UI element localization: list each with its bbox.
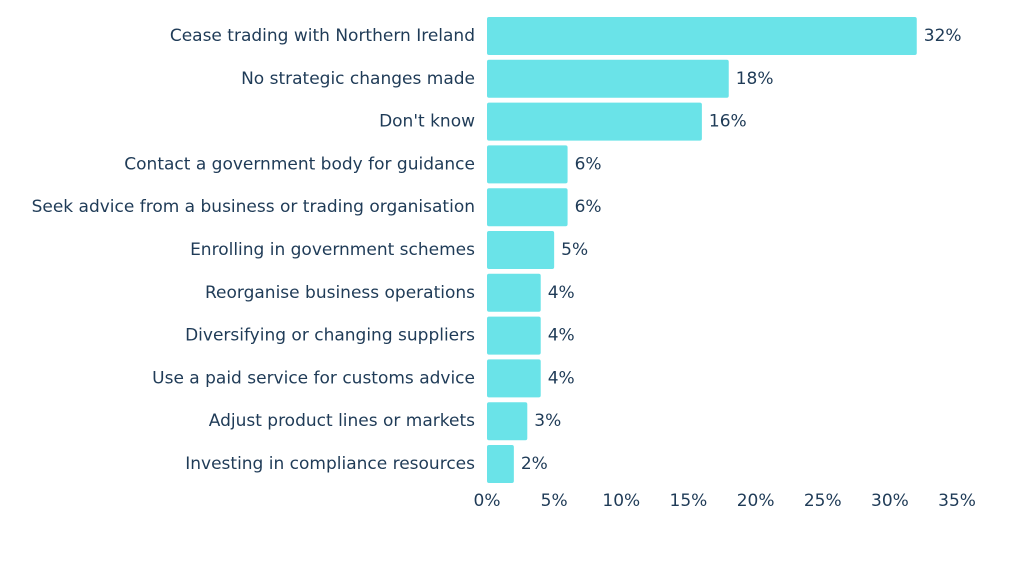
bar-seek-advice-from-a-business-or-trading-organisation: [487, 188, 568, 227]
value-label-contact-a-government-body-for-guidance: 6%: [575, 154, 602, 174]
bar-cease-trading-with-northern-ireland: [487, 17, 917, 55]
x-tick-label: 30%: [871, 491, 909, 511]
value-label-diversifying-or-changing-suppliers: 4%: [548, 326, 575, 346]
bar-investing-in-compliance-resources: [487, 445, 514, 483]
category-label-seek-advice-from-a-business-or-trading-organisation: Seek advice from a business or trading o…: [32, 197, 475, 217]
bar-enrolling-in-government-schemes: [487, 231, 555, 269]
bar-no-strategic-changes-made: [487, 59, 729, 98]
x-tick-label: 0%: [474, 491, 501, 511]
value-label-investing-in-compliance-resources: 2%: [521, 454, 548, 474]
category-label-adjust-product-lines-or-markets: Adjust product lines or markets: [209, 411, 475, 431]
category-label-use-a-paid-service-for-customs-advice: Use a paid service for customs advice: [152, 368, 475, 388]
bars-group: [487, 17, 917, 483]
bar-diversifying-or-changing-suppliers: [487, 316, 541, 355]
category-label-contact-a-government-body-for-guidance: Contact a government body for guidance: [124, 154, 475, 174]
category-label-diversifying-or-changing-suppliers: Diversifying or changing suppliers: [185, 326, 475, 346]
bar-don-t-know: [487, 102, 702, 141]
value-label-adjust-product-lines-or-markets: 3%: [534, 411, 561, 431]
category-label-investing-in-compliance-resources: Investing in compliance resources: [185, 454, 475, 474]
bar-use-a-paid-service-for-customs-advice: [487, 359, 541, 398]
category-labels-group: Cease trading with Northern Ireland No st…: [32, 26, 476, 474]
category-label-reorganise-business-operations: Reorganise business operations: [205, 283, 475, 303]
value-label-enrolling-in-government-schemes: 5%: [561, 240, 588, 260]
category-label-don-t-know: Don't know: [379, 112, 475, 132]
x-tick-label: 35%: [938, 491, 976, 511]
x-tick-label: 15%: [670, 491, 708, 511]
bar-adjust-product-lines-or-markets: [487, 402, 528, 441]
value-labels-group: 32% 18% 16% 6% 6% 5% 4% 4% 4% 3% 2%: [521, 26, 962, 474]
value-label-reorganise-business-operations: 4%: [548, 283, 575, 303]
bar-reorganise-business-operations: [487, 273, 541, 312]
category-label-no-strategic-changes-made: No strategic changes made: [241, 69, 475, 89]
x-tick-label: 5%: [541, 491, 568, 511]
value-label-no-strategic-changes-made: 18%: [736, 69, 774, 89]
category-label-enrolling-in-government-schemes: Enrolling in government schemes: [190, 240, 475, 260]
x-tick-label: 20%: [737, 491, 775, 511]
x-axis: 0% 5% 10% 15% 20% 25% 30% 35%: [474, 491, 976, 511]
category-label-cease-trading-with-northern-ireland: Cease trading with Northern Ireland: [170, 26, 475, 46]
value-label-cease-trading-with-northern-ireland: 32%: [924, 26, 962, 46]
value-label-don-t-know: 16%: [709, 112, 747, 132]
value-label-seek-advice-from-a-business-or-trading-organisation: 6%: [575, 197, 602, 217]
x-tick-label: 25%: [804, 491, 842, 511]
x-tick-label: 10%: [602, 491, 640, 511]
bar-contact-a-government-body-for-guidance: [487, 145, 568, 184]
value-label-use-a-paid-service-for-customs-advice: 4%: [548, 368, 575, 388]
